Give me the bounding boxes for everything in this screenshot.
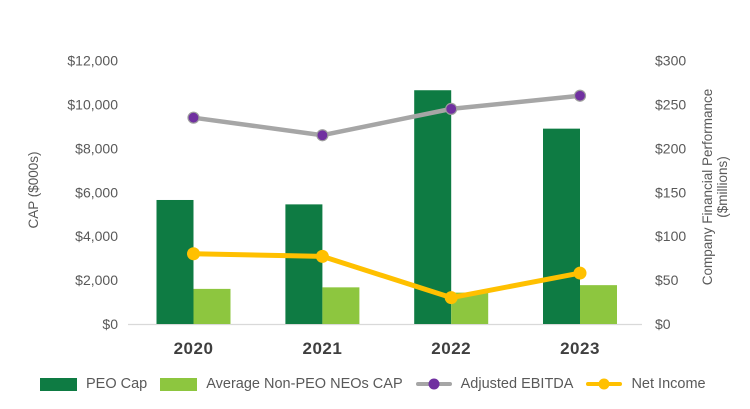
marker-adjusted-ebitda-2020 [187, 111, 200, 124]
marker-net-income-2022 [444, 291, 458, 305]
bar-peo-cap-2020 [156, 199, 194, 324]
x-axis-label-2022: 2022 [431, 339, 471, 358]
left-axis-tick-0: $0 [102, 316, 118, 332]
line-adjusted-ebitda [191, 93, 583, 138]
left-axis-tick-8-000: $8,000 [75, 140, 118, 156]
legend-label-peo-cap: PEO Cap [86, 376, 148, 392]
legend-item-peo-cap: PEO Cap [40, 376, 147, 392]
legend-swatch-avg-non-peo-neos-cap [160, 377, 198, 391]
legend-label-avg-non-peo-neos-cap: Average Non-PEO NEOs CAP [206, 376, 403, 392]
right-axis-tick-0: $0 [655, 316, 671, 332]
legend-item-avg-non-peo-neos-cap: Average Non-PEO NEOs CAP [160, 376, 403, 392]
legend-label-net-income: Net Income [631, 376, 706, 392]
legend-swatch-peo-cap [40, 377, 77, 391]
left-axis-title: CAP ($000s) [26, 151, 41, 228]
marker-adjusted-ebitda-2022 [445, 102, 458, 115]
bar-peo-cap-2021 [285, 204, 323, 324]
left-axis-tick-2-000: $2,000 [75, 272, 118, 288]
legend-label-adjusted-ebitda: Adjusted EBITDA [460, 376, 574, 392]
legend-item-adjusted-ebitda: Adjusted EBITDA [415, 376, 574, 392]
left-axis-tick-6-000: $6,000 [75, 184, 118, 200]
legend: PEO Cap Average Non-PEO NEOs CAP Adjuste… [40, 371, 706, 397]
line-net-income [191, 251, 583, 301]
x-axis-label-2021: 2021 [302, 339, 342, 358]
bar-peo-cap-2022 [414, 90, 452, 324]
marker-net-income-2023 [573, 266, 587, 280]
right-axis-title-line2: ($millions) [715, 156, 730, 218]
bar-average-non-peo-neos-cap-2020 [193, 288, 231, 324]
right-axis-tick-200: $200 [655, 140, 686, 156]
right-axis-tick-100: $100 [655, 228, 686, 244]
bar-average-non-peo-neos-cap-2021 [322, 287, 360, 324]
marker-adjusted-ebitda-2023 [573, 89, 587, 102]
legend-item-net-income: Net Income [586, 376, 706, 392]
x-axis-label-2020: 2020 [174, 339, 214, 358]
left-axis-tick-4-000: $4,000 [75, 228, 118, 244]
right-axis-tick-50: $50 [655, 272, 679, 288]
bar-average-non-peo-neos-cap-2023 [580, 285, 617, 324]
right-axis-tick-150: $150 [655, 184, 686, 200]
right-axis-title-line1: Company Financial Performance [700, 89, 715, 286]
marker-adjusted-ebitda-2021 [316, 129, 329, 142]
marker-net-income-2021 [315, 249, 329, 263]
legend-marker-net-income [586, 377, 623, 391]
marker-net-income-2020 [187, 247, 200, 261]
legend-marker-adjusted-ebitda [415, 377, 452, 391]
right-axis-tick-300: $300 [655, 53, 686, 69]
right-axis-tick-250: $250 [655, 97, 686, 113]
x-axis-label-2023: 2023 [560, 339, 600, 358]
left-axis-tick-10-000: $10,000 [67, 97, 118, 113]
left-axis-tick-12-000: $12,000 [67, 53, 118, 69]
bar-peo-cap-2023 [543, 128, 580, 324]
